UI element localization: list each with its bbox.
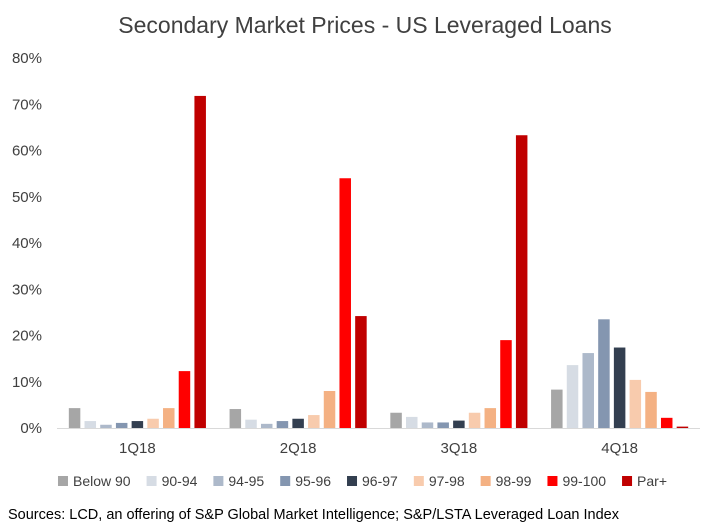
y-tick-label: 70% — [12, 96, 42, 113]
legend-label: 90-94 — [162, 473, 198, 489]
bar — [163, 408, 175, 428]
bar — [453, 420, 465, 428]
bar — [229, 409, 242, 428]
legend-label: Below 90 — [73, 473, 131, 489]
bar — [566, 365, 579, 428]
legend-swatch — [547, 476, 558, 486]
bar — [100, 424, 112, 428]
x-category-label: 3Q18 — [441, 440, 478, 457]
bar — [598, 319, 610, 428]
x-category-label: 1Q18 — [119, 440, 156, 457]
y-axis: 0% 10% 20% 30% 40% 50% 60% 70% 80% — [12, 50, 42, 437]
bar — [515, 135, 528, 429]
bar — [194, 95, 206, 429]
legend-label: 94-95 — [228, 473, 264, 489]
legend-label: Par+ — [637, 473, 667, 489]
bar — [260, 423, 273, 428]
y-tick-label: 0% — [20, 420, 42, 437]
legend-label: 99-100 — [562, 473, 606, 489]
y-tick-label: 50% — [12, 189, 42, 206]
bar — [131, 421, 144, 428]
bar — [147, 418, 159, 428]
source-note: Sources: LCD, an offering of S&P Global … — [8, 507, 620, 523]
bar — [582, 353, 594, 428]
legend-swatch — [480, 476, 491, 486]
bar — [115, 422, 128, 428]
legend: Below 90 90-94 94-95 95-96 96-97 97-98 98-99 99… — [57, 473, 667, 489]
legend-label: 96-97 — [362, 473, 398, 489]
bar — [390, 412, 402, 428]
legend-label: 98-99 — [496, 473, 532, 489]
legend-swatch — [213, 476, 224, 486]
legend-label: 97-98 — [429, 473, 465, 489]
bar — [339, 178, 351, 428]
legend-swatch — [57, 476, 68, 486]
bar — [84, 421, 97, 428]
bar — [551, 389, 563, 428]
y-tick-label: 20% — [12, 328, 42, 345]
y-tick-label: 10% — [12, 374, 42, 391]
x-axis: 1Q18 2Q18 3Q18 4Q18 — [119, 440, 638, 457]
bar — [68, 408, 81, 428]
bar — [421, 422, 434, 428]
legend-swatch — [622, 476, 633, 486]
bars — [68, 95, 689, 429]
bar — [437, 422, 449, 428]
bar — [660, 417, 673, 428]
y-tick-label: 60% — [12, 143, 42, 160]
legend-swatch — [280, 476, 291, 486]
legend-label: 95-96 — [295, 473, 331, 489]
y-tick-label: 80% — [12, 50, 42, 67]
bar — [629, 379, 642, 428]
bar — [468, 412, 481, 428]
legend-swatch — [413, 476, 424, 486]
bar — [355, 316, 367, 428]
bar — [276, 421, 289, 428]
y-tick-label: 40% — [12, 235, 42, 252]
bar — [245, 419, 257, 428]
legend-swatch — [347, 476, 358, 486]
bar — [484, 408, 497, 428]
bar — [292, 418, 304, 428]
bar — [406, 416, 418, 428]
bar — [500, 340, 512, 428]
x-category-label: 4Q18 — [601, 440, 638, 457]
y-tick-label: 30% — [12, 281, 42, 298]
x-category-label: 2Q18 — [280, 440, 317, 457]
bar — [645, 391, 657, 428]
bar — [308, 415, 320, 428]
bar — [323, 391, 336, 428]
legend-swatch — [146, 476, 157, 486]
bar — [178, 371, 191, 428]
chart-title: Secondary Market Prices - US Leveraged L… — [118, 12, 611, 38]
bar — [676, 426, 689, 428]
bar — [613, 347, 626, 428]
